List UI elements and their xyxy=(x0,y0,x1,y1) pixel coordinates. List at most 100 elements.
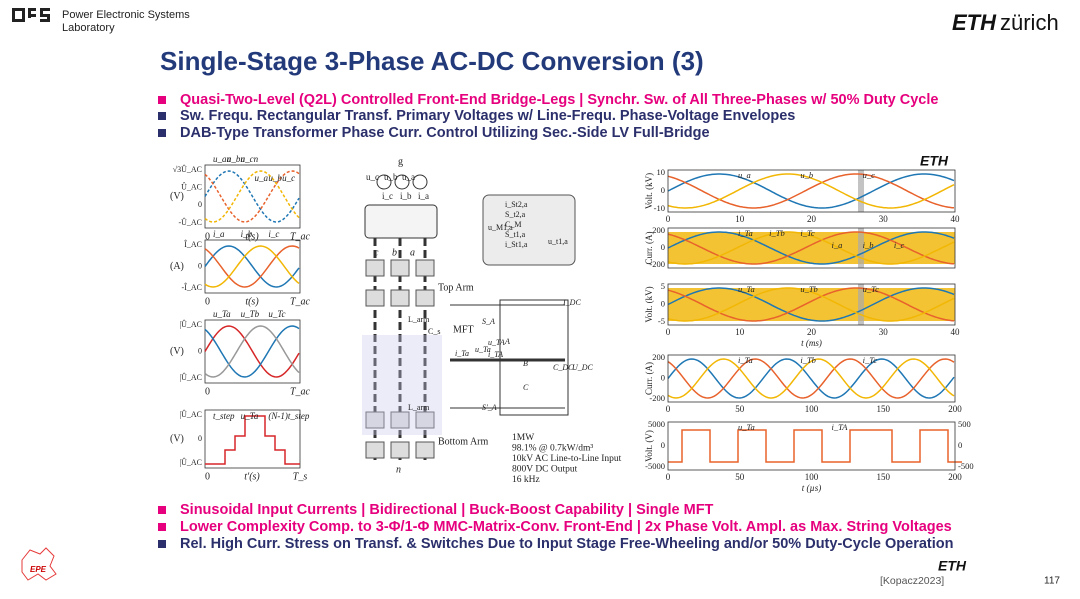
y-tick-label: 0 xyxy=(198,346,202,355)
curve-label: u_a xyxy=(255,173,269,183)
curve-label: u_cn xyxy=(241,154,259,164)
plot-frame xyxy=(204,409,301,469)
curve-label: i_Ta xyxy=(738,228,753,238)
highlight xyxy=(362,335,442,435)
y-tick-label: |Û_AC xyxy=(180,457,203,467)
y-tick-label: |Û_AC xyxy=(180,372,203,382)
curve-label: u_b xyxy=(268,173,282,183)
source xyxy=(412,174,428,190)
plot-frame xyxy=(667,354,956,403)
module xyxy=(365,441,385,459)
y-tick-label: 0 xyxy=(198,200,202,209)
curve-label: i_a xyxy=(832,240,843,250)
eth-logo: ETH xyxy=(938,558,967,574)
x-tick-label: 0 xyxy=(205,296,210,307)
bridge xyxy=(499,299,569,416)
x-tick-label: 0 xyxy=(666,327,671,337)
current-label: i_c xyxy=(382,191,393,201)
bridge-label: S_A xyxy=(482,317,495,326)
waveform xyxy=(204,245,300,288)
zoom-band xyxy=(858,170,864,212)
waveform xyxy=(667,231,955,265)
logo-part xyxy=(40,8,43,16)
x-tick-label: T_ac xyxy=(290,231,311,242)
filter-box xyxy=(364,204,438,239)
y2-tick-label: -500 xyxy=(958,461,974,471)
curve-label: u_Tb xyxy=(800,284,817,294)
x-tick-label: 30 xyxy=(879,214,889,224)
inset-label: S_t1,a xyxy=(505,230,526,239)
bullet-text: Sw. Frequ. Rectangular Transf. Primary V… xyxy=(180,108,795,124)
y-tick-label: -200 xyxy=(649,259,665,269)
waveform xyxy=(204,325,300,378)
curve-label: u_bn xyxy=(227,154,246,164)
curve-label: (N-1)t_step xyxy=(268,411,309,421)
y-tick-label: 5 xyxy=(661,281,665,291)
logo-part xyxy=(40,8,50,11)
component-label: C_s xyxy=(428,327,440,336)
bullet xyxy=(158,96,166,104)
bridge-label: A xyxy=(504,337,510,346)
x-tick-label: 10 xyxy=(735,214,745,224)
node-label: b xyxy=(392,247,397,258)
citation: [Kopacz2023] xyxy=(880,575,944,587)
waveform xyxy=(204,325,300,378)
logo-map xyxy=(21,547,57,581)
bridge-label: i_Ta xyxy=(455,349,469,358)
eth-logo: ETH xyxy=(952,10,997,35)
curve-label: u_c xyxy=(863,170,876,180)
bullet xyxy=(158,523,166,531)
plot-frame xyxy=(667,169,956,213)
x-tick-label: 40 xyxy=(951,327,961,337)
component-label: L_arm xyxy=(408,315,430,324)
curve-label: u_Ta xyxy=(738,284,755,294)
curve-label: i_Ta xyxy=(738,355,753,365)
x-tick-label: 0 xyxy=(205,471,210,482)
curve-label: u_an xyxy=(213,154,232,164)
waveform xyxy=(667,231,955,265)
x-tick-label: 100 xyxy=(805,404,819,414)
bridge-label: B xyxy=(523,359,528,368)
y-tick-label: 0 xyxy=(661,440,665,450)
plot-frame xyxy=(667,283,956,326)
inset-label: C_M xyxy=(505,220,521,229)
waveform xyxy=(204,245,300,288)
module xyxy=(365,411,385,429)
bridge-label: S′_A xyxy=(482,403,497,412)
logo-part xyxy=(40,19,50,22)
node-label: n xyxy=(396,464,401,475)
y-tick-label: Î_AC xyxy=(184,239,202,249)
axis-label: Volt. (kV) xyxy=(644,286,654,322)
bullet-text: Rel. High Curr. Stress on Transf. & Swit… xyxy=(180,536,953,552)
plot-frame xyxy=(667,421,956,471)
logo-part xyxy=(47,14,50,22)
logo-part xyxy=(28,14,36,17)
x-tick-label: 20 xyxy=(807,327,817,337)
y-tick-label: -Û_AC xyxy=(178,217,202,227)
inset-label: i_St1,a xyxy=(505,240,528,249)
lab-name: Power Electronic Systems xyxy=(62,9,190,21)
eth-logo: zürich xyxy=(1000,10,1059,35)
y-tick-label: 0 xyxy=(661,372,665,382)
source-label: u_c xyxy=(366,172,379,182)
y-tick-label: |Û_AC xyxy=(180,409,203,419)
y-tick-label: 0 xyxy=(661,298,665,308)
x-tick-label: 50 xyxy=(735,472,745,482)
y2-tick-label: 0 xyxy=(958,440,962,450)
title: Single-Stage 3-Phase AC-DC Conversion (3… xyxy=(160,46,704,76)
waveform xyxy=(204,245,300,288)
x-tick-label: 30 xyxy=(879,327,889,337)
bullet-text: Quasi-Two-Level (Q2L) Controlled Front-E… xyxy=(180,92,938,108)
waveform xyxy=(204,170,300,223)
x-tick-label: 200 xyxy=(948,472,962,482)
x-tick-label: 0 xyxy=(205,386,210,397)
x-tick-label: 0 xyxy=(666,214,671,224)
node-label: g xyxy=(398,156,403,167)
curve-label: u_b xyxy=(800,170,813,180)
waveform xyxy=(667,287,955,322)
curve-label: i_c xyxy=(268,229,279,239)
waveform xyxy=(667,173,955,209)
lab-name: Laboratory xyxy=(62,22,115,34)
y-tick-label: Û_AC xyxy=(181,181,202,191)
zoom-band xyxy=(858,284,864,325)
